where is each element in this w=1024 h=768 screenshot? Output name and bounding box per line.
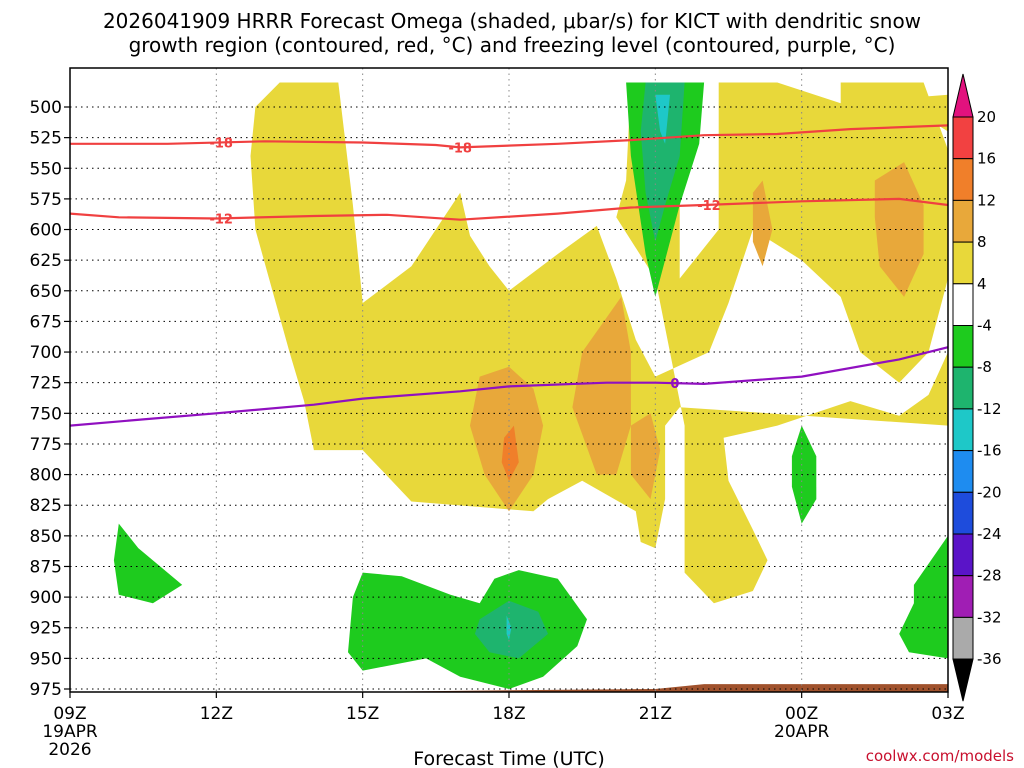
credit-text: coolwx.com/models bbox=[866, 747, 1014, 765]
contour-label: -18 bbox=[448, 141, 472, 156]
x-tick-date: 19APR bbox=[42, 722, 98, 742]
y-tick-label: 725 bbox=[30, 374, 62, 394]
x-tick-label: 18Z bbox=[492, 704, 525, 724]
colorbar-label: -36 bbox=[977, 650, 1002, 668]
colorbar-label: 20 bbox=[977, 108, 996, 126]
x-tick-label: 21Z bbox=[639, 704, 672, 724]
downward-teal-top bbox=[640, 82, 685, 242]
y-tick-label: 800 bbox=[30, 466, 62, 486]
y-tick-label: 525 bbox=[30, 129, 62, 149]
y-tick-label: 950 bbox=[30, 649, 62, 669]
colorbar-swatch bbox=[952, 283, 974, 326]
colorbar-swatch bbox=[952, 533, 974, 577]
downward-green-small bbox=[791, 425, 817, 524]
colorbar-label: -20 bbox=[977, 483, 1002, 501]
x-tick-label: 03Z bbox=[931, 704, 964, 724]
colorbar-label: 12 bbox=[977, 191, 996, 209]
y-tick-label: 850 bbox=[30, 527, 62, 547]
colorbar-label: -4 bbox=[977, 317, 992, 335]
contour-label: -12 bbox=[697, 199, 721, 214]
x-tick-label: 00Z bbox=[785, 704, 818, 724]
y-tick-label: 825 bbox=[30, 496, 62, 516]
chart-title-line2: growth region (contoured, red, °C) and f… bbox=[129, 33, 896, 57]
downward-green-left bbox=[113, 523, 183, 604]
y-tick-label: 575 bbox=[30, 190, 62, 210]
y-tick-label: 900 bbox=[30, 588, 62, 608]
colorbar-swatch bbox=[952, 325, 974, 368]
colorbar-swatch bbox=[952, 616, 974, 660]
ground bbox=[70, 684, 948, 692]
x-tick-label: 12Z bbox=[200, 704, 233, 724]
x-tick-year: 2026 bbox=[48, 740, 91, 760]
y-tick-label: 675 bbox=[30, 312, 62, 332]
colorbar-swatch bbox=[952, 575, 974, 618]
y-tick-label: 650 bbox=[30, 282, 62, 302]
x-tick-label: 09Z bbox=[53, 704, 86, 724]
colorbar-label: -28 bbox=[977, 567, 1002, 585]
y-tick-label: 750 bbox=[30, 404, 62, 424]
downward-green-low bbox=[348, 570, 587, 689]
upward-orange-core bbox=[501, 425, 519, 481]
y-axis-ticks: 500 525 550 575 600 625 650 675 700 725 750 775 800 8… bbox=[30, 98, 70, 700]
grid-lines bbox=[70, 68, 948, 692]
colorbar-label: 4 bbox=[977, 275, 987, 293]
y-tick-label: 500 bbox=[30, 98, 62, 118]
y-tick-label: 600 bbox=[30, 221, 62, 241]
colorbar-swatch bbox=[952, 241, 974, 285]
contour-label: 0 bbox=[670, 377, 679, 392]
freezing-level-line bbox=[70, 346, 948, 427]
colorbar: 20 16 12 8 4 -4 -8 -12 -16 -20 -24 -28 -32 -36 bbox=[952, 73, 1002, 702]
y-tick-label: 925 bbox=[30, 619, 62, 639]
colorbar-bottom-arrow bbox=[952, 658, 974, 702]
colorbar-swatch bbox=[952, 450, 974, 493]
colorbar-swatch bbox=[952, 199, 974, 243]
upward-orange-2 bbox=[572, 296, 631, 475]
upward-orange-3 bbox=[630, 413, 661, 500]
colorbar-label: -8 bbox=[977, 358, 992, 376]
chart-title-line1: 2026041909 HRRR Forecast Omega (shaded, … bbox=[103, 9, 921, 33]
dgz-minus-18-line bbox=[70, 124, 948, 149]
y-tick-label: 625 bbox=[30, 251, 62, 271]
y-tick-label: 550 bbox=[30, 159, 62, 179]
y-tick-label: 975 bbox=[30, 680, 62, 700]
colorbar-label: 16 bbox=[977, 150, 996, 168]
contour-lines: -18 -18 -12 -12 0 bbox=[70, 124, 948, 427]
colorbar-swatch bbox=[952, 116, 974, 160]
y-tick-label: 700 bbox=[30, 343, 62, 363]
colorbar-label: 8 bbox=[977, 233, 987, 251]
x-tick-date: 20APR bbox=[774, 722, 830, 742]
colorbar-label: -24 bbox=[977, 525, 1002, 543]
contour-label: -12 bbox=[209, 212, 233, 227]
x-axis-label: Forecast Time (UTC) bbox=[413, 748, 604, 768]
colorbar-label: -16 bbox=[977, 442, 1002, 460]
y-tick-label: 775 bbox=[30, 435, 62, 455]
colorbar-label: -32 bbox=[977, 608, 1002, 626]
colorbar-top-arrow bbox=[952, 73, 974, 118]
x-tick-label: 15Z bbox=[346, 704, 379, 724]
colorbar-swatch bbox=[952, 408, 974, 452]
y-tick-label: 875 bbox=[30, 557, 62, 577]
colorbar-swatch bbox=[952, 491, 974, 535]
upward-orange-5 bbox=[874, 162, 924, 297]
contour-label: -18 bbox=[209, 136, 233, 151]
dgz-minus-12-line bbox=[70, 197, 948, 221]
downward-teal-low bbox=[474, 600, 548, 659]
colorbar-swatch bbox=[952, 158, 974, 201]
colorbar-label: -12 bbox=[977, 400, 1002, 418]
colorbar-swatch bbox=[952, 366, 974, 410]
downward-cyan-low bbox=[506, 615, 512, 640]
